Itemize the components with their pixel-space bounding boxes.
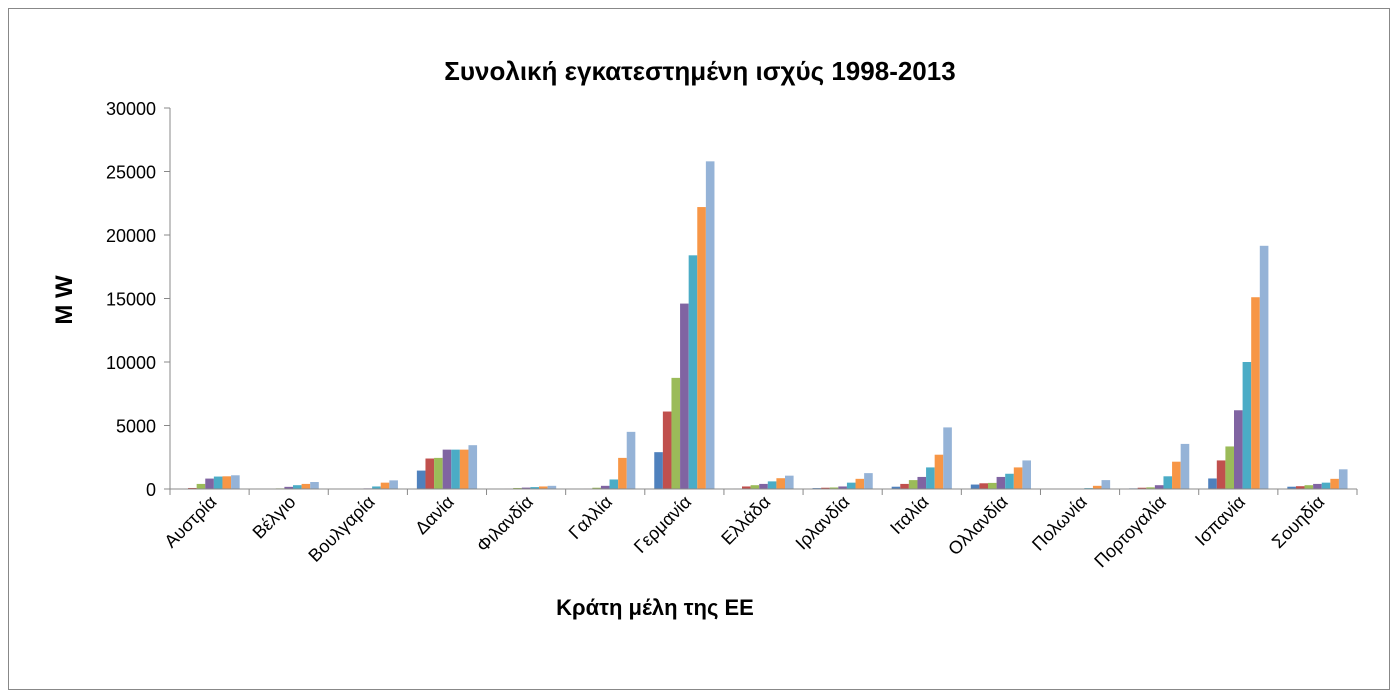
- chart-title: Συνολική εγκατεστημένη ισχύς 1998-2013: [444, 56, 955, 86]
- bar: [829, 487, 839, 489]
- bar: [1287, 486, 1296, 489]
- bar: [1022, 460, 1031, 489]
- bar: [688, 255, 698, 489]
- bar: [547, 485, 557, 489]
- bar: [705, 161, 715, 489]
- bar: [742, 486, 751, 489]
- bar: [1137, 487, 1147, 489]
- bar: [1338, 469, 1348, 489]
- bar: [284, 486, 293, 489]
- bar: [864, 473, 873, 489]
- bar: [1208, 478, 1217, 489]
- bar: [521, 487, 531, 489]
- bar: [846, 482, 856, 489]
- bar: [188, 487, 197, 489]
- bar: [609, 479, 619, 489]
- bar: [213, 476, 223, 489]
- bar: [776, 478, 785, 489]
- bar: [1304, 485, 1314, 489]
- bar: [759, 483, 768, 489]
- bar: [1234, 410, 1243, 489]
- bar: [425, 458, 435, 489]
- x-axis-label: Κράτη μέλη της ΕΕ: [556, 595, 754, 620]
- bar: [750, 485, 760, 489]
- bar: [1146, 487, 1155, 489]
- y-tick-label: 25000: [106, 163, 156, 183]
- bar: [442, 449, 452, 489]
- bar: [996, 476, 1006, 489]
- bar: [1242, 362, 1252, 489]
- y-tick-label: 30000: [106, 99, 156, 119]
- bar: [1295, 486, 1305, 489]
- bar: [1251, 297, 1260, 489]
- bar: [539, 486, 548, 489]
- bar: [1330, 478, 1339, 489]
- bar: [468, 445, 478, 489]
- y-tick-label: 10000: [106, 353, 156, 373]
- bar: [680, 303, 689, 489]
- bar: [1101, 480, 1111, 489]
- bar: [626, 431, 636, 489]
- y-tick-label: 20000: [106, 226, 156, 246]
- bar: [767, 481, 777, 489]
- bar: [970, 484, 980, 489]
- bar: [1225, 446, 1234, 489]
- bar: [389, 480, 398, 489]
- bar: [600, 485, 610, 489]
- bar: [1321, 482, 1331, 489]
- bar: [1005, 473, 1014, 489]
- bar: [1013, 467, 1023, 489]
- bar: [513, 487, 522, 489]
- bar: [1216, 460, 1226, 489]
- bar: [855, 478, 865, 489]
- bar: [196, 483, 206, 489]
- bar: [592, 487, 601, 489]
- bar: [891, 486, 901, 489]
- bar: [785, 475, 794, 489]
- bar: [908, 480, 918, 489]
- bar: [1092, 485, 1102, 489]
- bar: [697, 207, 706, 489]
- bar: [926, 467, 935, 489]
- bar: [310, 482, 319, 489]
- y-tick-label: 15000: [106, 290, 156, 310]
- bar: [821, 487, 830, 489]
- bar: [618, 457, 627, 489]
- bar: [662, 411, 672, 489]
- bar: [1172, 461, 1181, 489]
- bar: [205, 478, 214, 489]
- bar: [934, 454, 944, 489]
- bar: [231, 475, 240, 489]
- bar: [451, 449, 460, 489]
- bar: [530, 487, 539, 489]
- y-axis-label: M W: [51, 275, 78, 325]
- bar: [301, 483, 311, 489]
- bar: [1163, 476, 1173, 489]
- bar: [372, 486, 381, 489]
- bar: [654, 452, 663, 489]
- bar: [416, 470, 426, 489]
- bar: [434, 457, 443, 489]
- bar: [1259, 245, 1269, 489]
- bar: [222, 476, 232, 489]
- bar: [1154, 485, 1164, 489]
- bar: [1180, 443, 1190, 489]
- bar: [838, 486, 847, 489]
- bar: [459, 449, 469, 489]
- bar: [1313, 483, 1322, 489]
- bar: [900, 483, 909, 489]
- bar: [943, 427, 952, 489]
- bar: [380, 482, 390, 489]
- bar: [671, 377, 681, 489]
- bar: [988, 482, 997, 489]
- bar: [979, 483, 988, 489]
- y-tick-label: 5000: [116, 417, 156, 437]
- bar: [293, 485, 302, 489]
- bar: [917, 476, 927, 489]
- y-tick-label: 0: [146, 480, 156, 500]
